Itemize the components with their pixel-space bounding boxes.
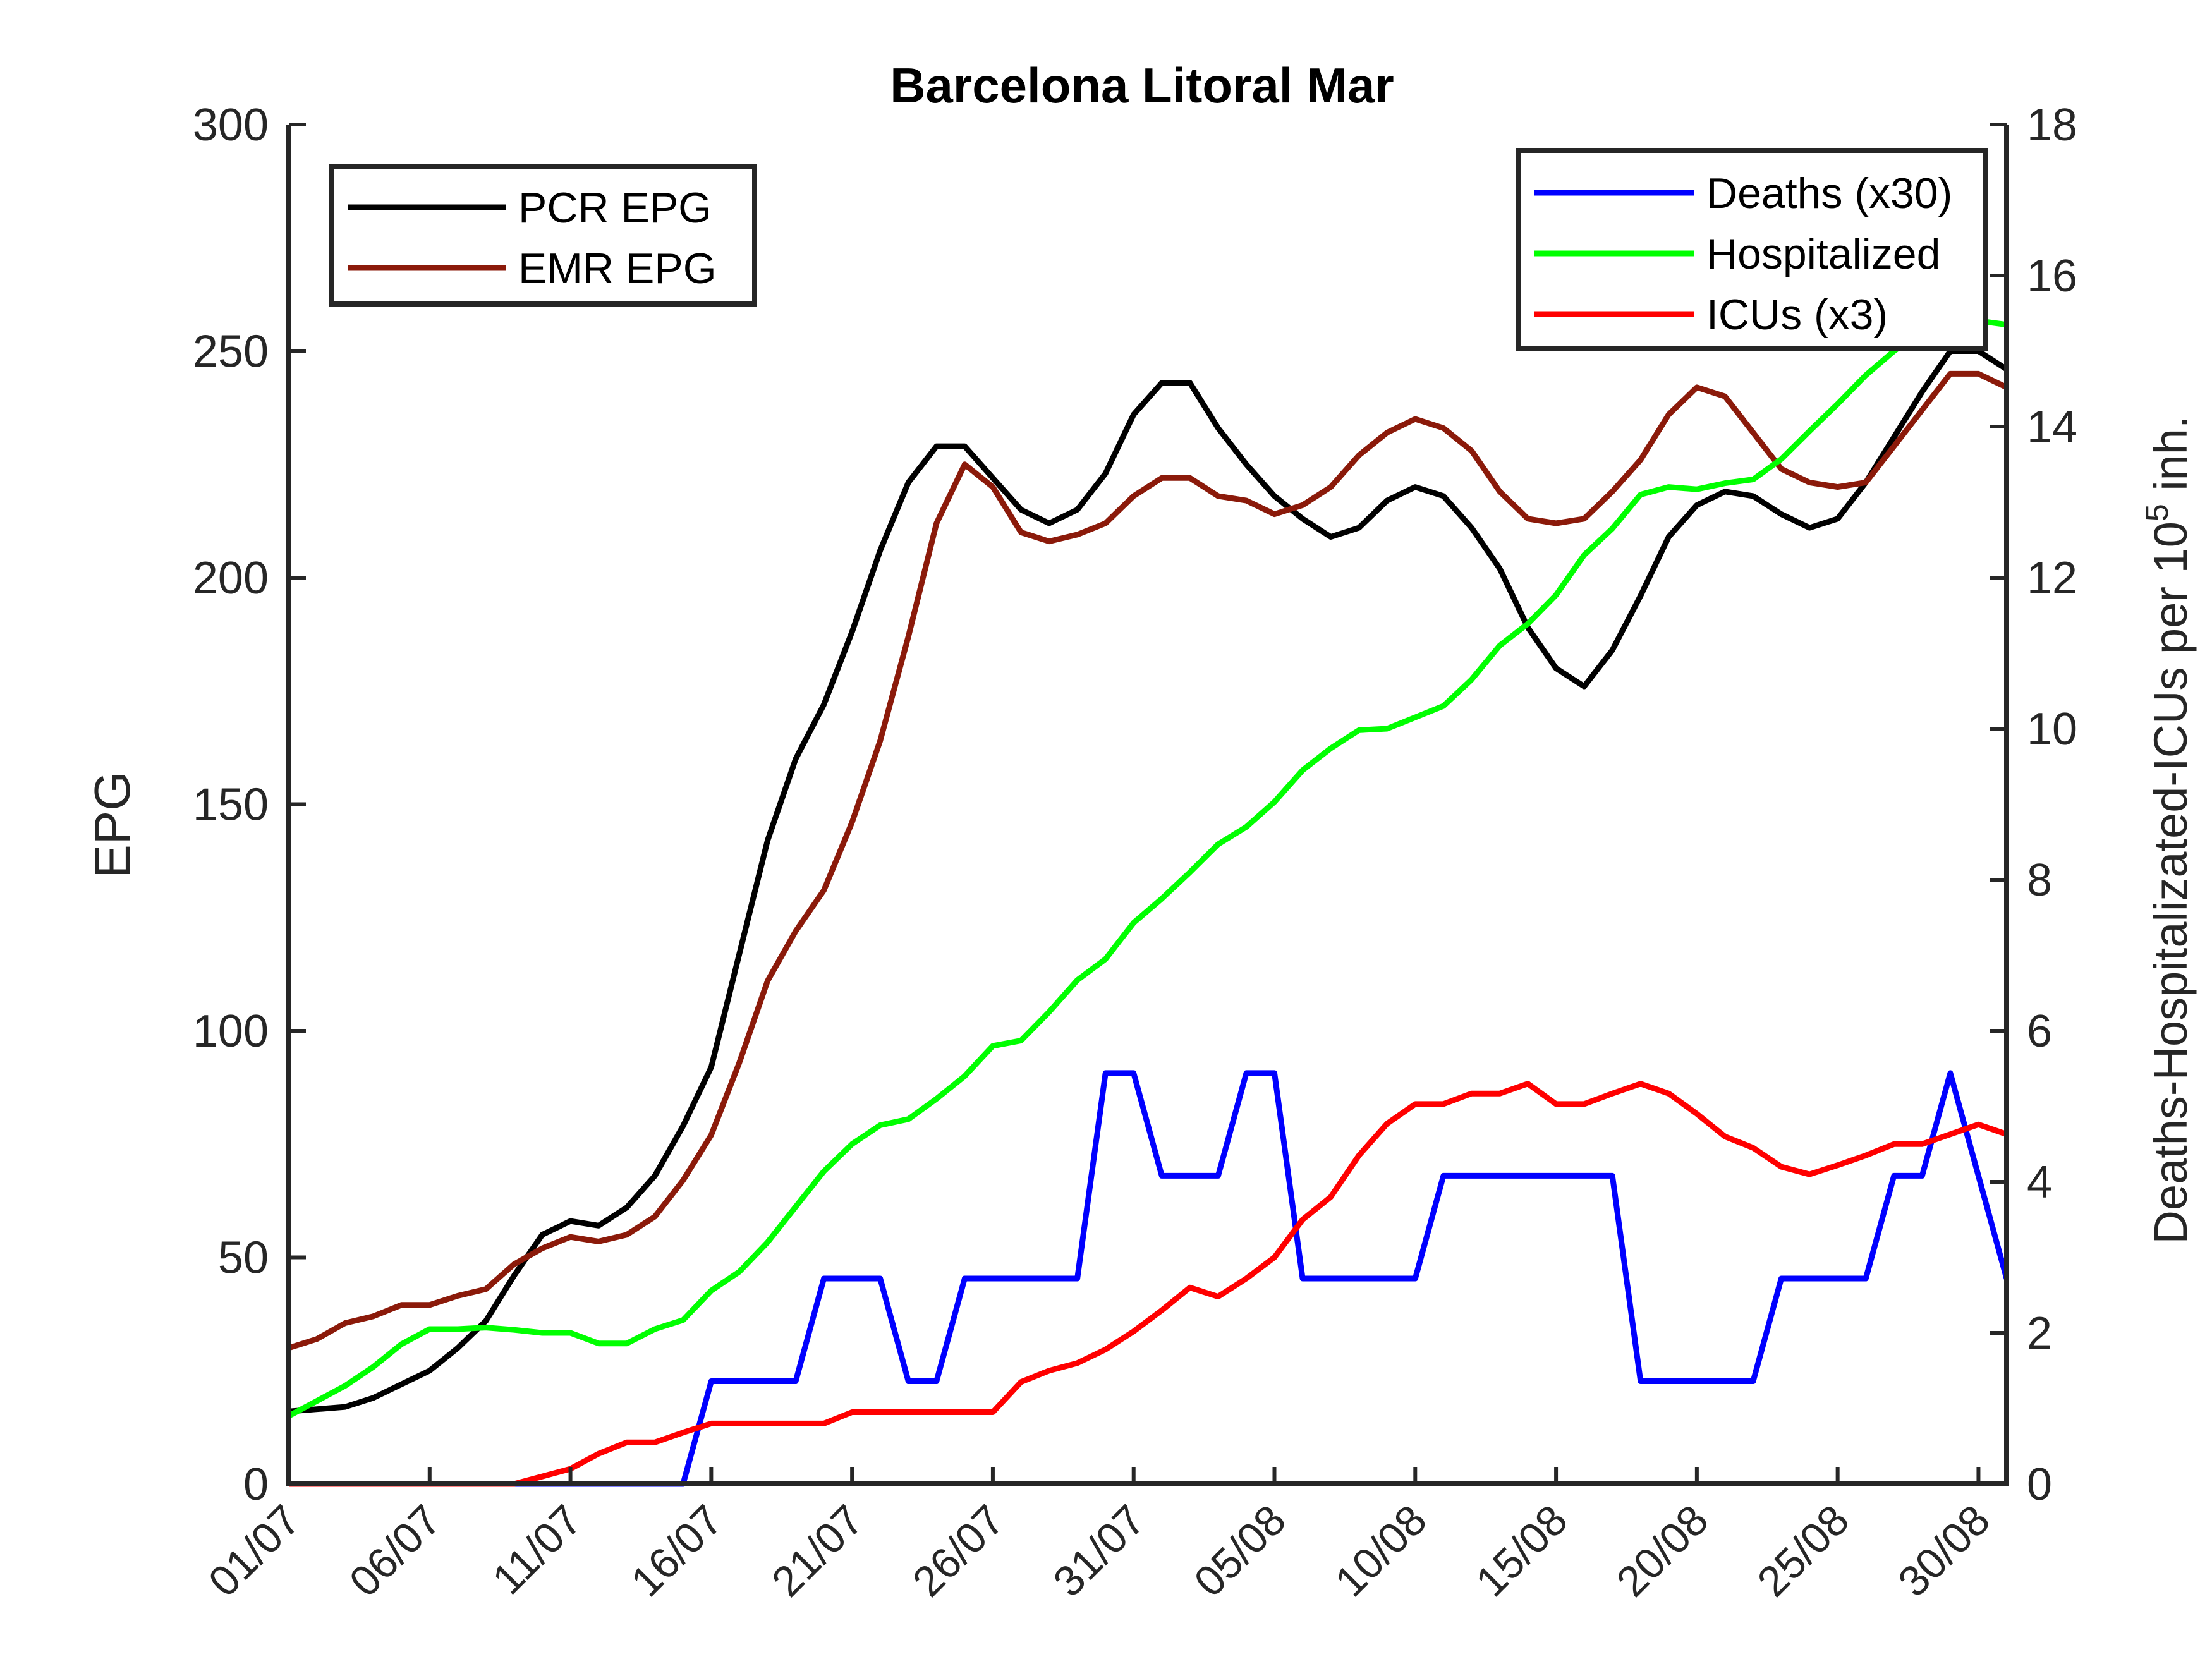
series-line-hospitalized: [289, 318, 2007, 1419]
y-left-tick-label: 200: [193, 553, 269, 604]
chart-title: Barcelona Litoral Mar: [890, 58, 1394, 113]
y-left-tick-label: 300: [193, 100, 269, 150]
y-right-tick-label: 12: [2027, 553, 2077, 604]
y-right-tick-label: 10: [2027, 704, 2077, 755]
y-right-tick-label: 18: [2027, 100, 2077, 150]
y-axis-left-ticks: 0 50 100 150 200 250 300: [193, 100, 306, 1510]
legend-top-left: PCR EPG EMR EPG: [329, 164, 757, 307]
y-right-tick-label: 0: [2027, 1459, 2052, 1510]
y-right-tick-label: 16: [2027, 251, 2077, 301]
legend-label-deaths-x30: Deaths (x30): [1706, 169, 1952, 217]
y-axis-right-label-main: Deaths-Hospitalizated-ICUs per 10: [2144, 521, 2197, 1244]
y-right-tick-label: 4: [2027, 1157, 2052, 1208]
legend-label-icus-x3: ICUs (x3): [1706, 291, 1888, 339]
series-line-icus-x3: [289, 1081, 2007, 1487]
y-right-tick-label: 2: [2027, 1308, 2052, 1359]
y-left-tick-label: 250: [193, 327, 269, 377]
y-left-tick-label: 50: [218, 1233, 269, 1284]
legend-label-emr-epg: EMR EPG: [518, 245, 717, 293]
y-left-tick-label: 150: [193, 780, 269, 830]
y-axis-left-label: EPG: [84, 772, 140, 878]
series-line-emr-epg: [289, 370, 2007, 1351]
y-axis-right-label: Deaths-Hospitalizated-ICUs per 105 inh.: [2139, 415, 2197, 1244]
legend-box: [329, 164, 757, 307]
legend-top-right: Deaths (x30) Hospitalized ICUs (x3): [1516, 148, 1988, 351]
legend-label-pcr-epg: PCR EPG: [518, 184, 712, 232]
y-right-tick-label: 8: [2027, 855, 2052, 906]
y-left-tick-label: 0: [243, 1459, 269, 1510]
y-axis-right-label-superscript: 5: [2139, 504, 2175, 521]
y-axis-right-label-suffix: inh.: [2144, 415, 2197, 504]
y-right-tick-label: 14: [2027, 402, 2077, 453]
y-left-tick-label: 100: [193, 1006, 269, 1057]
legend-label-hospitalized: Hospitalized: [1706, 230, 1940, 278]
y-right-tick-label: 6: [2027, 1006, 2052, 1057]
series-line-pcr-epg: [289, 348, 2007, 1414]
y-axis-right-ticks: 0 2 4 6 8 10 12 14 16 18: [1990, 100, 2077, 1510]
legends: PCR EPG EMR EPG Deaths (x30) Hospitalized IC…: [329, 148, 1988, 351]
